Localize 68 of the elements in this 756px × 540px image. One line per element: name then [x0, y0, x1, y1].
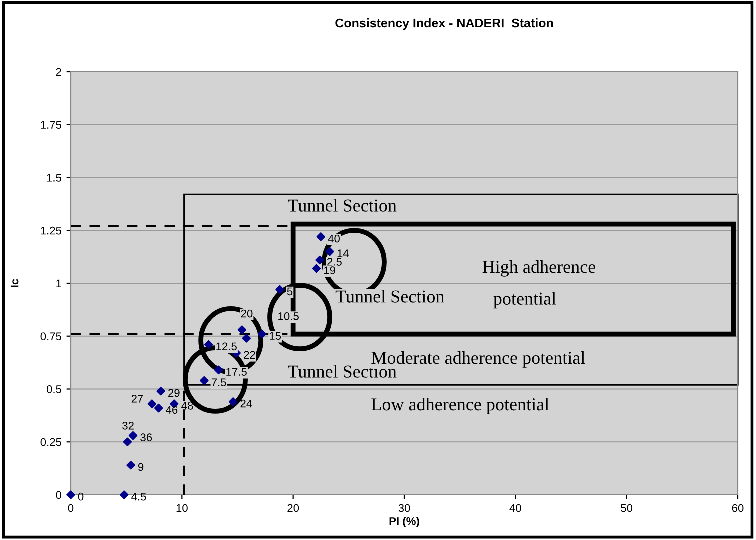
point: [312, 264, 322, 274]
x-tick-label: 10: [176, 504, 188, 512]
annotation: 14: [338, 250, 349, 258]
annotation: 40: [328, 234, 340, 243]
y-tick-label: 1.25: [41, 226, 62, 235]
y-tick-label: 0.25: [40, 438, 62, 446]
y-tick-label: 0.75: [40, 332, 62, 341]
point: [123, 438, 132, 446]
x-tick-label: 60: [732, 504, 744, 512]
annotation: 24: [240, 400, 252, 408]
point: [148, 400, 157, 408]
y-tick-label: 1: [56, 280, 62, 288]
point: [276, 285, 284, 294]
annotation: 27: [132, 395, 144, 403]
point: [66, 490, 76, 500]
annotation: potential: [494, 292, 556, 309]
annotation: 4.5: [132, 493, 146, 501]
y-tick-label: 1.5: [47, 174, 62, 182]
annotation: 22: [244, 351, 256, 359]
annotation: Tunnel Section: [288, 199, 397, 212]
y-tick-label: 0: [56, 491, 62, 500]
annotation: 46: [166, 406, 178, 414]
annotation: 0: [78, 492, 84, 501]
annotation: 9: [138, 463, 144, 472]
point: [228, 398, 238, 406]
point: [258, 330, 267, 339]
y-tick-label: 1.75: [41, 121, 62, 130]
x-tick-label: 20: [288, 504, 300, 512]
annotation: 20: [241, 310, 253, 318]
annotation: Tunnel Section: [288, 365, 397, 378]
point: [128, 431, 138, 440]
y-tick-label: 0.5: [46, 386, 62, 394]
annotation: 17.5: [226, 368, 247, 376]
x-tick-label: 50: [621, 504, 633, 512]
annotation: Tunnel Section: [336, 290, 444, 303]
annotation: 19: [324, 266, 336, 274]
x-tick-label: 30: [398, 504, 410, 512]
point: [204, 340, 214, 350]
point: [316, 232, 326, 242]
annotation: Moderate adherence potential: [372, 351, 586, 368]
point: [126, 461, 136, 470]
x-tick-label: 40: [510, 504, 522, 512]
point: [214, 366, 224, 375]
annotation: 10.5: [278, 312, 299, 320]
annotation: 36: [140, 434, 152, 442]
y-axis-title: Ic: [10, 279, 19, 288]
point: [238, 326, 247, 334]
annotation: 2.5: [328, 258, 342, 266]
annotation: 5: [287, 288, 293, 296]
point: [326, 247, 334, 256]
point: [200, 376, 209, 386]
annotation: 32: [122, 422, 134, 430]
chart-title: Consistency Index - NADERI Station: [336, 18, 554, 30]
annotation: 15: [270, 332, 282, 340]
annotation: Low adherence potential: [372, 398, 550, 414]
x-tick-label: 0: [68, 504, 74, 512]
annotation: 48: [182, 402, 194, 410]
point: [242, 334, 252, 343]
annotation: 29: [168, 389, 180, 398]
point: [156, 386, 166, 396]
y-tick-label: 2: [56, 68, 62, 76]
annotation: 12.5: [216, 342, 237, 351]
annotation: 7.5: [212, 378, 226, 387]
point: [316, 256, 324, 265]
annotation: High adherence: [482, 260, 596, 277]
point: [154, 404, 164, 413]
point: [120, 490, 129, 500]
x-axis-title: PI (%): [390, 517, 420, 528]
